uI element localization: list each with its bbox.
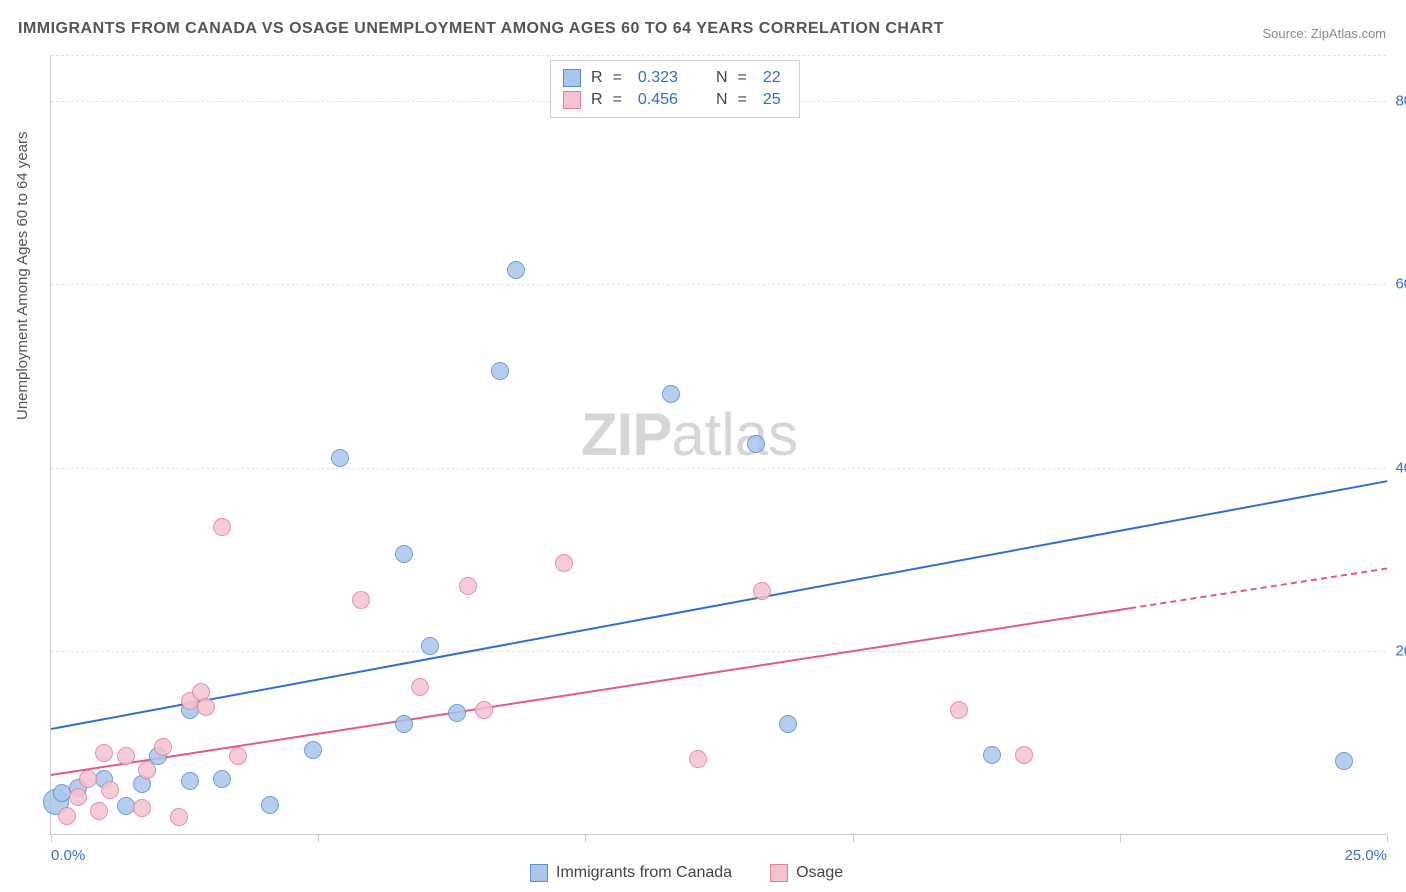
data-point <box>352 591 370 609</box>
data-point <box>507 261 525 279</box>
legend-item-label: Osage <box>796 864 843 882</box>
grid-line <box>51 651 1386 652</box>
legend-eq: = <box>613 91 622 109</box>
legend-swatch <box>563 69 581 87</box>
y-tick-label: 80.0% <box>1395 92 1406 109</box>
y-tick-label: 60.0% <box>1395 276 1406 293</box>
x-tick <box>318 834 319 842</box>
data-point <box>753 582 771 600</box>
grid-line <box>51 284 1386 285</box>
trend-line <box>51 482 1387 730</box>
data-point <box>459 577 477 595</box>
y-axis-label: Unemployment Among Ages 60 to 64 years <box>14 131 31 420</box>
data-point <box>983 746 1001 764</box>
y-tick-label: 20.0% <box>1395 643 1406 660</box>
legend-row: R = 0.323 N = 22 <box>563 67 787 89</box>
x-tick-label: 0.0% <box>51 847 85 864</box>
data-point <box>395 715 413 733</box>
legend-n-value: 22 <box>757 69 787 87</box>
x-tick <box>585 834 586 842</box>
data-point <box>475 701 493 719</box>
legend-item: Osage <box>770 864 843 882</box>
data-point <box>197 698 215 716</box>
data-point <box>213 518 231 536</box>
series-legend: Immigrants from Canada Osage <box>530 864 871 882</box>
data-point <box>101 781 119 799</box>
grid-line <box>51 468 1386 469</box>
watermark-atlas: atlas <box>671 401 798 468</box>
legend-r-label: R <box>591 91 603 109</box>
data-point <box>555 554 573 572</box>
data-point <box>138 761 156 779</box>
data-point <box>331 449 349 467</box>
data-point <box>154 738 172 756</box>
legend-n-value: 25 <box>757 91 787 109</box>
legend-n-label: N <box>716 91 728 109</box>
legend-n-label: N <box>716 69 728 87</box>
data-point <box>421 637 439 655</box>
trend-line <box>51 569 1387 775</box>
data-point <box>58 807 76 825</box>
y-tick-label: 40.0% <box>1395 459 1406 476</box>
x-tick <box>1387 834 1388 842</box>
correlation-legend: R = 0.323 N = 22 R = 0.456 N = 25 <box>550 60 800 118</box>
legend-eq: = <box>738 91 747 109</box>
data-point <box>950 701 968 719</box>
data-point <box>90 802 108 820</box>
grid-line <box>51 55 1386 56</box>
watermark: ZIPatlas <box>581 400 798 469</box>
data-point <box>79 770 97 788</box>
legend-row: R = 0.456 N = 25 <box>563 89 787 111</box>
x-tick <box>1120 834 1121 842</box>
data-point <box>261 796 279 814</box>
legend-item: Immigrants from Canada <box>530 864 732 882</box>
data-point <box>133 799 151 817</box>
chart-title: IMMIGRANTS FROM CANADA VS OSAGE UNEMPLOY… <box>18 20 944 38</box>
x-tick <box>853 834 854 842</box>
data-point <box>117 747 135 765</box>
legend-r-value: 0.456 <box>632 91 684 109</box>
data-point <box>304 741 322 759</box>
legend-eq: = <box>738 69 747 87</box>
data-point <box>170 808 188 826</box>
data-point <box>747 435 765 453</box>
data-point <box>662 385 680 403</box>
legend-swatch <box>563 91 581 109</box>
data-point <box>491 362 509 380</box>
legend-r-label: R <box>591 69 603 87</box>
data-point <box>1335 752 1353 770</box>
x-tick <box>51 834 52 842</box>
data-point <box>448 704 466 722</box>
legend-r-value: 0.323 <box>632 69 684 87</box>
data-point <box>395 545 413 563</box>
data-point <box>779 715 797 733</box>
data-point <box>229 747 247 765</box>
watermark-zip: ZIP <box>581 401 671 468</box>
data-point <box>95 744 113 762</box>
source-attribution: Source: ZipAtlas.com <box>1262 26 1386 41</box>
data-point <box>181 772 199 790</box>
legend-eq: = <box>613 69 622 87</box>
data-point <box>689 750 707 768</box>
legend-swatch <box>530 864 548 882</box>
data-point <box>411 678 429 696</box>
plot-area: ZIPatlas 20.0%40.0%60.0%80.0%0.0%25.0% <box>50 55 1386 835</box>
data-point <box>69 788 87 806</box>
data-point <box>1015 746 1033 764</box>
x-tick-label: 25.0% <box>1344 847 1387 864</box>
data-point <box>213 770 231 788</box>
legend-swatch <box>770 864 788 882</box>
legend-item-label: Immigrants from Canada <box>556 864 732 882</box>
